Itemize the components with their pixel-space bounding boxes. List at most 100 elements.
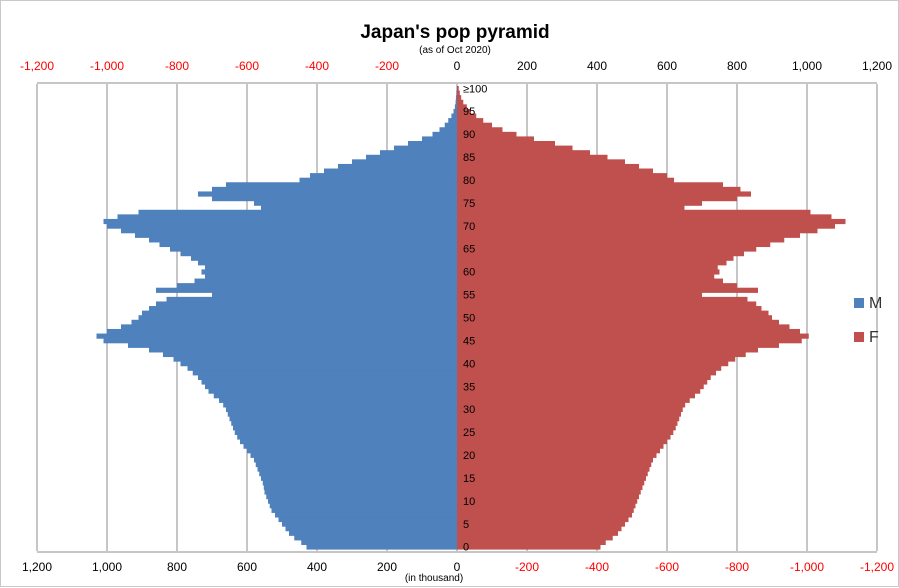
bar-f (457, 228, 818, 233)
bar-m (237, 434, 457, 439)
bar-f (457, 425, 676, 430)
bar-m (202, 269, 458, 274)
bar-f (457, 453, 657, 458)
top-tick-label: 1,200 (862, 59, 892, 73)
bar-f (457, 141, 555, 146)
bottom-tick-label: 600 (237, 560, 257, 574)
bar-m (289, 531, 457, 536)
bar-m (366, 155, 457, 160)
bar-f (457, 329, 800, 334)
bar-f (457, 499, 637, 504)
bar-m (205, 274, 457, 279)
top-tick-label: 1,000 (792, 59, 822, 73)
bar-m (301, 540, 457, 545)
bar-f (457, 476, 646, 481)
bar-m (209, 389, 458, 394)
bar-f (457, 169, 653, 174)
bar-m (156, 301, 457, 306)
age-tick-label: 30 (463, 404, 475, 416)
bar-m (198, 260, 457, 265)
bar-m (282, 521, 457, 526)
bar-f (457, 421, 678, 426)
bar-m (107, 329, 457, 334)
age-tick-label: 85 (463, 152, 475, 164)
age-tick-label: 5 (463, 519, 469, 531)
bar-f (457, 494, 639, 499)
bar-f (457, 366, 721, 371)
bar-f (457, 471, 648, 476)
bar-f (457, 164, 639, 169)
bar-m (440, 127, 458, 132)
bar-f (457, 434, 671, 439)
bar-f (457, 86, 459, 91)
age-tick-label: 70 (463, 221, 475, 233)
bar-m (254, 201, 457, 206)
bar-f (457, 233, 800, 238)
bar-m (433, 132, 458, 137)
bar-m (191, 256, 457, 261)
bar-m (156, 288, 457, 293)
age-tick-label: ≥100 (463, 83, 487, 95)
bar-m (195, 279, 458, 284)
bar-m (135, 233, 457, 238)
bar-f (457, 439, 667, 444)
bar-m (244, 444, 458, 449)
bar-f (457, 301, 756, 306)
bar-f (457, 191, 751, 196)
bottom-tick-label: -600 (655, 560, 679, 574)
bar-m (212, 196, 457, 201)
bar-m (247, 448, 457, 453)
bar-f (457, 544, 601, 549)
bar-f (457, 283, 737, 288)
bar-m (448, 118, 457, 123)
bar-m (205, 384, 457, 389)
bar-m (352, 159, 457, 164)
bar-f (457, 292, 702, 297)
bar-f (457, 338, 802, 343)
bar-f (457, 462, 651, 467)
age-tick-label: 80 (463, 175, 475, 187)
bar-m (254, 457, 457, 462)
bar-f (457, 242, 770, 247)
top-tick-label: -1,200 (20, 59, 54, 73)
bar-m (202, 379, 458, 384)
bar-f (457, 375, 711, 380)
bar-m (226, 182, 457, 187)
bar-f (457, 389, 700, 394)
bar-f (457, 517, 629, 522)
bar-m (307, 544, 458, 549)
bar-m (455, 104, 457, 109)
bar-m (128, 343, 457, 348)
bar-f (457, 508, 634, 513)
bar-f (457, 347, 758, 352)
bar-f (457, 251, 744, 256)
bar-f (457, 489, 641, 494)
bar-m (212, 187, 457, 192)
bottom-tick-label: 400 (307, 560, 327, 574)
bottom-tick-label: -200 (515, 560, 539, 574)
bar-m (121, 324, 457, 329)
bar-m (181, 251, 458, 256)
bar-m (118, 214, 458, 219)
age-tick-label: 25 (463, 427, 475, 439)
bar-f (457, 297, 748, 302)
bar-f (457, 352, 746, 357)
age-tick-label: 60 (463, 267, 475, 279)
bar-m (226, 407, 457, 412)
bar-m (177, 283, 457, 288)
top-tick-label: -800 (165, 59, 189, 73)
bar-m (233, 425, 457, 430)
bar-f (457, 402, 685, 407)
bar-m (228, 411, 457, 416)
bar-m (214, 393, 457, 398)
bar-f (457, 448, 660, 453)
bar-f (457, 512, 632, 517)
bar-m (286, 526, 458, 531)
bar-m (149, 237, 457, 242)
bar-m (275, 512, 457, 517)
bar-m (193, 370, 457, 375)
age-tick-label: 95 (463, 106, 475, 118)
bar-f (457, 178, 674, 183)
bar-f (457, 100, 463, 105)
